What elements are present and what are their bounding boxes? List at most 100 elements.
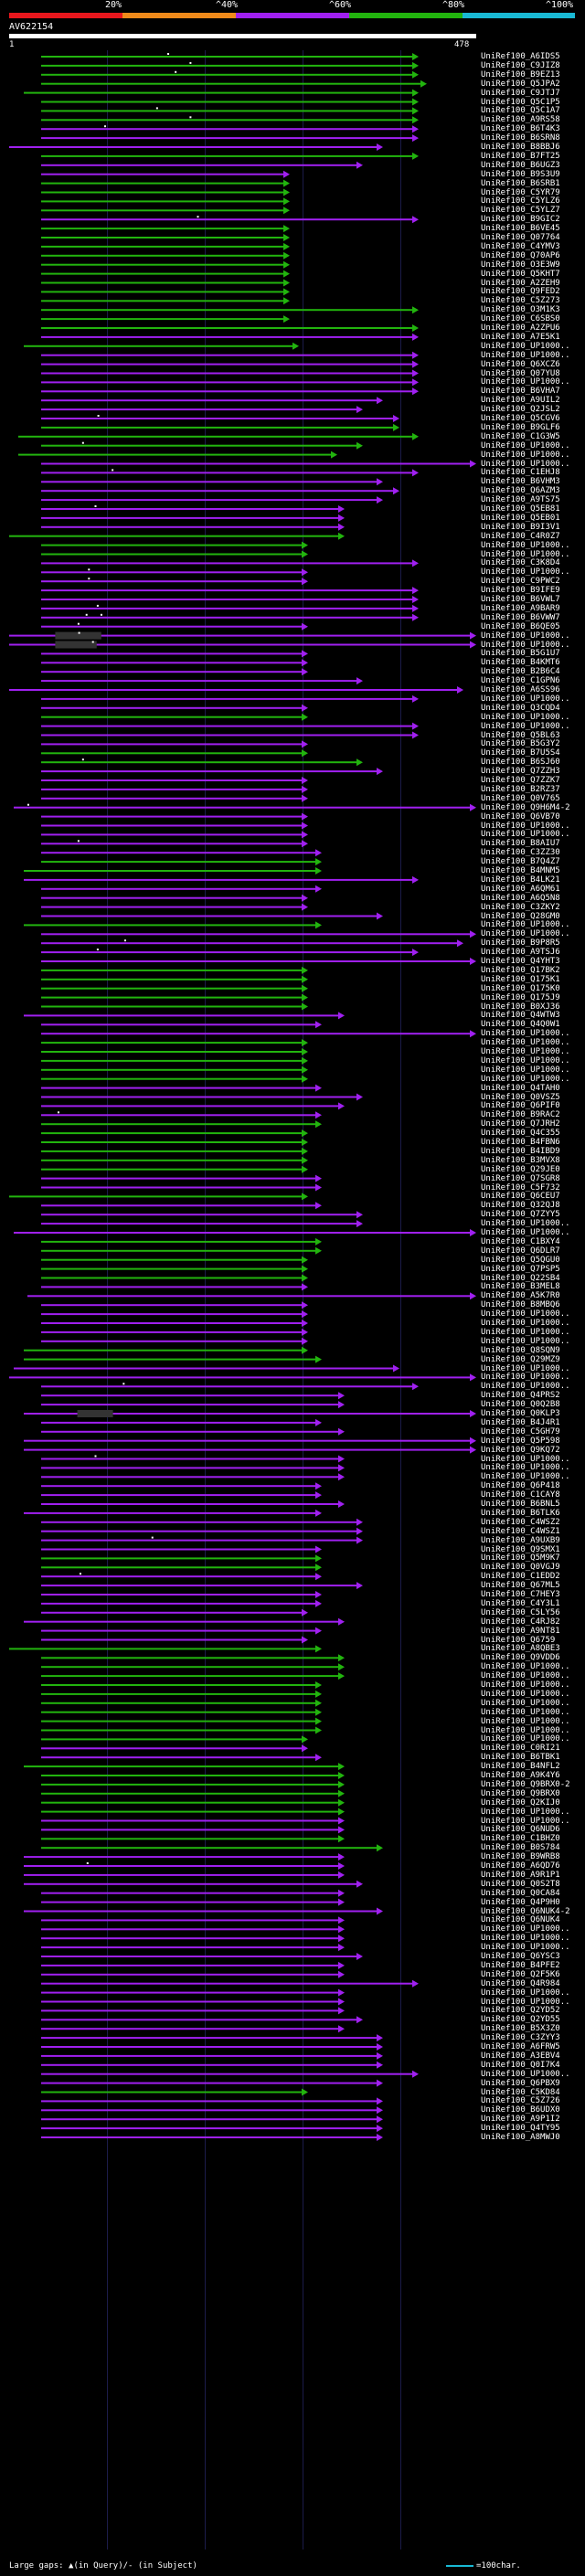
hit-row[interactable] (14, 1364, 399, 1373)
hit-row[interactable] (41, 441, 363, 450)
hit-alignment-bar[interactable] (41, 525, 338, 528)
hit-alignment-bar[interactable] (41, 1946, 338, 1949)
hit-label-link[interactable]: UniRef100_Q0S2T8 (481, 1879, 560, 1889)
hit-alignment-bar[interactable] (41, 996, 302, 999)
hit-row[interactable] (41, 406, 363, 414)
hit-label-link[interactable]: UniRef100_UP1000.. (481, 1363, 570, 1373)
hit-label-link[interactable]: UniRef100_Q5EB01 (481, 513, 560, 523)
hit-label-link[interactable]: UniRef100_A3EBV4 (481, 2051, 560, 2061)
hit-alignment-bar[interactable] (41, 309, 412, 312)
hit-label-link[interactable]: UniRef100_UP1000.. (481, 341, 570, 351)
hit-alignment-bar[interactable] (41, 1675, 338, 1678)
hit-row[interactable] (41, 777, 308, 784)
hit-label-link[interactable]: UniRef100_Q4R984 (481, 1978, 560, 1988)
hit-alignment-bar[interactable] (41, 1322, 302, 1324)
hit-row[interactable] (41, 1401, 345, 1409)
hit-row[interactable] (41, 1139, 308, 1146)
hit-row[interactable] (41, 1111, 322, 1119)
hit-alignment-bar[interactable] (41, 110, 412, 112)
hit-row[interactable] (41, 677, 363, 685)
hit-label-link[interactable]: UniRef100_UP1000.. (481, 1725, 570, 1735)
hit-row[interactable] (14, 1229, 476, 1236)
hit-row[interactable] (41, 207, 290, 215)
hit-alignment-bar[interactable] (41, 1240, 315, 1243)
hit-label-link[interactable]: UniRef100_UP1000.. (481, 1734, 570, 1744)
hit-label-link[interactable]: UniRef100_C6SBS0 (481, 314, 560, 324)
hit-label-link[interactable]: UniRef100_A9BAR9 (481, 603, 560, 613)
hit-row[interactable] (41, 1129, 308, 1138)
hit-label-link[interactable]: UniRef100_Q0CA84 (481, 1888, 560, 1898)
hit-alignment-bar[interactable] (41, 662, 302, 664)
hit-alignment-bar[interactable] (41, 363, 412, 366)
hit-row[interactable] (9, 143, 383, 151)
hit-label-link[interactable]: UniRef100_B8MBQ6 (481, 1300, 560, 1310)
hit-row[interactable] (41, 1735, 308, 1744)
hit-row[interactable] (41, 812, 308, 821)
hit-label-link[interactable]: UniRef100_UP1000.. (481, 540, 570, 550)
hit-alignment-bar[interactable] (41, 1530, 356, 1532)
hit-alignment-bar[interactable] (41, 716, 302, 718)
hit-alignment-bar[interactable] (41, 200, 283, 203)
hit-alignment-bar[interactable] (41, 1747, 302, 1750)
hit-alignment-bar[interactable] (41, 508, 338, 510)
hit-row[interactable] (41, 324, 419, 332)
hit-row[interactable] (24, 867, 322, 875)
hit-label-link[interactable]: UniRef100_B9S3U9 (481, 169, 560, 179)
hit-row[interactable] (9, 1193, 308, 1201)
hit-alignment-bar[interactable] (41, 154, 412, 157)
hit-alignment-bar[interactable] (41, 1186, 315, 1189)
hit-alignment-bar[interactable] (41, 182, 283, 185)
hit-alignment-bar[interactable] (41, 1023, 315, 1026)
hit-alignment-bar[interactable] (41, 390, 412, 393)
hit-alignment-bar[interactable] (24, 1349, 302, 1352)
hit-row[interactable] (41, 1065, 308, 1074)
hit-row[interactable] (41, 1102, 345, 1110)
hit-row[interactable] (41, 1527, 363, 1535)
hit-label-link[interactable]: UniRef100_C3K8D4 (481, 558, 560, 568)
hit-row[interactable] (41, 378, 419, 387)
hit-alignment-bar[interactable] (41, 1847, 377, 1850)
hit-alignment-bar[interactable] (41, 2118, 377, 2121)
hit-row[interactable] (41, 1156, 308, 1164)
hit-row[interactable] (41, 1274, 308, 1282)
hit-row[interactable] (41, 1048, 308, 1055)
hit-label-link[interactable]: UniRef100_UP1000.. (481, 1997, 570, 2007)
hit-label-link[interactable]: UniRef100_UP1000.. (481, 2069, 570, 2079)
hit-label-link[interactable]: UniRef100_Q0VGJ9 (481, 1563, 560, 1573)
hit-label-link[interactable]: UniRef100_Q4TY95 (481, 2124, 560, 2134)
hit-alignment-bar[interactable] (41, 281, 283, 284)
hit-label-link[interactable]: UniRef100_UP1000.. (481, 549, 570, 559)
hit-row[interactable] (24, 1346, 308, 1354)
hit-row[interactable] (41, 1455, 345, 1463)
hit-label-link[interactable]: UniRef100_Q6CEU7 (481, 1192, 560, 1202)
hit-label-link[interactable]: UniRef100_C3ZKY2 (481, 902, 560, 912)
hit-label-link[interactable]: UniRef100_C5KD84 (481, 2087, 560, 2097)
hit-row[interactable] (24, 1907, 383, 1915)
hit-row[interactable] (41, 596, 419, 603)
hit-row[interactable] (41, 1392, 345, 1400)
hit-alignment-bar[interactable] (9, 689, 457, 691)
hit-row[interactable] (41, 2007, 345, 2015)
hit-alignment-bar[interactable] (41, 1476, 338, 1479)
hit-row[interactable] (41, 758, 363, 767)
hit-alignment-bar[interactable] (24, 870, 315, 872)
hit-alignment-bar[interactable] (41, 354, 412, 356)
hit-alignment-bar[interactable] (41, 1494, 315, 1497)
hit-label-link[interactable]: UniRef100_UP1000.. (481, 721, 570, 731)
hit-row[interactable] (41, 2079, 383, 2087)
hit-label-link[interactable]: UniRef100_C9PWC2 (481, 577, 560, 587)
hit-alignment-bar[interactable] (41, 625, 302, 628)
hit-alignment-bar[interactable] (41, 770, 377, 773)
hit-row[interactable] (41, 125, 419, 133)
hit-label-link[interactable]: UniRef100_UP1000.. (481, 440, 570, 451)
hit-row[interactable] (41, 251, 290, 260)
hit-row[interactable] (41, 2070, 419, 2078)
hit-row[interactable] (41, 903, 308, 911)
hit-alignment-bar[interactable] (41, 1991, 338, 1994)
hit-row[interactable] (41, 2134, 383, 2141)
hit-label-link[interactable]: UniRef100_UP1000.. (481, 1698, 570, 1708)
hit-label-link[interactable]: UniRef100_Q9FED2 (481, 287, 560, 297)
hit-alignment-bar[interactable] (41, 128, 412, 131)
hit-row[interactable] (41, 1681, 322, 1689)
hit-label-link[interactable]: UniRef100_UP1000.. (481, 1454, 570, 1464)
